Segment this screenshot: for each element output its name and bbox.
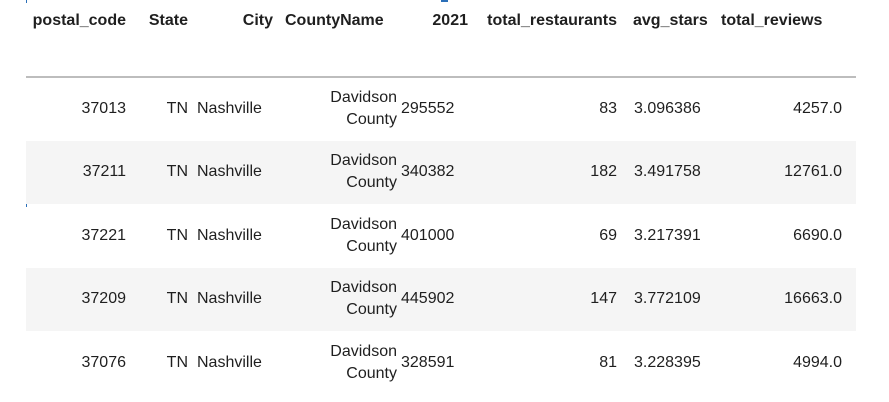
cell-county-name: Davidson County xyxy=(330,215,397,255)
column-header-city: City xyxy=(242,12,273,29)
cell-total-reviews: 4257.0 xyxy=(793,100,842,118)
cell-2021: 295552 xyxy=(401,100,455,118)
cell-total-reviews: 12761.0 xyxy=(784,163,842,181)
column-header-county-name: CountyName xyxy=(285,12,384,29)
dataframe-table: postal_code State City CountyName 2021 t… xyxy=(26,8,856,395)
cell-county-name: Davidson County xyxy=(330,152,397,192)
table-body: 37013 TN Nashville Davidson County 29555… xyxy=(26,77,856,395)
cell-focus-marker xyxy=(26,0,27,3)
cell-city: Nashville xyxy=(197,226,262,244)
cell-city: Nashville xyxy=(197,100,262,118)
cell-avg-stars: 3.096386 xyxy=(634,100,701,118)
cell-total-restaurants: 81 xyxy=(599,353,617,371)
cell-avg-stars: 3.217391 xyxy=(634,226,701,244)
cell-postal-code: 37209 xyxy=(81,290,127,308)
table-row: 37076 TN Nashville Davidson County 32859… xyxy=(26,331,856,395)
column-header-total-restaurants: total_restaurants xyxy=(487,12,617,29)
cell-county-name: Davidson County xyxy=(330,342,397,382)
cell-postal-code: 37013 xyxy=(81,100,127,118)
cell-city: Nashville xyxy=(197,163,262,181)
cell-total-reviews: 4994.0 xyxy=(793,353,842,371)
cell-2021: 328591 xyxy=(401,353,455,371)
cell-state: TN xyxy=(166,353,188,371)
cell-total-reviews: 16663.0 xyxy=(784,290,842,308)
cell-total-restaurants: 182 xyxy=(590,163,617,181)
cell-total-restaurants: 147 xyxy=(590,290,617,308)
cell-state: TN xyxy=(166,290,188,308)
cell-county-name: Davidson County xyxy=(330,279,397,319)
cell-state: TN xyxy=(166,226,188,244)
column-header-2021: 2021 xyxy=(432,12,468,29)
column-header-total-reviews: total_reviews xyxy=(721,12,823,29)
column-header-avg-stars: avg_stars xyxy=(633,12,708,29)
cell-state: TN xyxy=(166,163,188,181)
cell-postal-code: 37211 xyxy=(82,163,126,181)
table-header: postal_code State City CountyName 2021 t… xyxy=(26,8,856,77)
table-row: 37013 TN Nashville Davidson County 29555… xyxy=(26,77,856,141)
cell-city: Nashville xyxy=(197,290,262,308)
table-row: 37211 TN Nashville Davidson County 34038… xyxy=(26,140,856,204)
cell-total-restaurants: 83 xyxy=(599,100,617,118)
table-row: 37221 TN Nashville Davidson County 40100… xyxy=(26,204,856,268)
column-header-state: State xyxy=(148,12,188,29)
cell-2021: 340382 xyxy=(401,163,455,181)
cell-2021: 401000 xyxy=(401,226,455,244)
cell-total-restaurants: 69 xyxy=(599,226,617,244)
cell-2021: 445902 xyxy=(401,290,455,308)
cell-side-marker xyxy=(26,202,27,207)
cell-avg-stars: 3.228395 xyxy=(634,353,701,371)
header-row: postal_code State City CountyName 2021 t… xyxy=(26,8,856,77)
cell-avg-stars: 3.772109 xyxy=(634,290,701,308)
cell-postal-code: 37076 xyxy=(81,353,127,371)
cell-city: Nashville xyxy=(197,353,262,371)
cell-total-reviews: 6690.0 xyxy=(793,226,842,244)
cell-avg-stars: 3.491758 xyxy=(634,163,701,181)
scroll-indicator xyxy=(441,0,448,2)
cell-state: TN xyxy=(166,100,188,118)
cell-county-name: Davidson County xyxy=(330,89,397,129)
cell-postal-code: 37221 xyxy=(81,226,127,244)
table-row: 37209 TN Nashville Davidson County 44590… xyxy=(26,267,856,331)
column-header-postal-code: postal_code xyxy=(32,12,126,29)
